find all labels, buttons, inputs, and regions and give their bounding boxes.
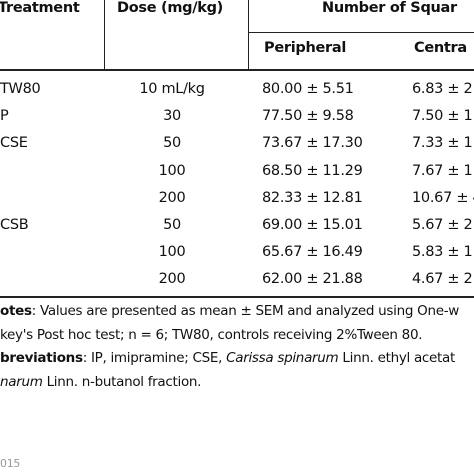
note-text: : Values are presented as mean ± SEM and… <box>31 303 460 319</box>
note-line: narum Linn. n-butanol fraction. <box>0 374 201 390</box>
treatment-cell: CSE <box>0 135 28 152</box>
central-cell: 5.67 ± 2.5 <box>412 217 474 233</box>
dose-cell: 200 <box>158 189 186 206</box>
dose-cell: 100 <box>158 162 186 179</box>
header-cell: Number of Squar <box>322 0 457 16</box>
dose-cell: 30 <box>163 108 181 125</box>
note-line: key's Post hoc test; n = 6; TW80, contro… <box>0 326 423 343</box>
note-text: Linn. ethyl acetat <box>338 350 456 366</box>
peripheral-cell: 62.00 ± 21.88 <box>262 271 363 288</box>
dose-cell: 100 <box>158 244 186 261</box>
dose-cell: 10 mL/kg <box>139 81 205 97</box>
group-rule <box>248 32 474 33</box>
note-text: otes <box>0 303 32 319</box>
peripheral-cell: 68.50 ± 11.29 <box>262 162 363 179</box>
peripheral-cell: 69.00 ± 15.01 <box>262 217 363 233</box>
central-cell: 5.83 ± 1.1 <box>412 244 474 261</box>
central-cell: 6.83 ± 2.1 <box>412 81 474 97</box>
central-cell: 7.50 ± 1.3 <box>412 108 474 125</box>
footer-text: 015 <box>0 457 21 470</box>
note-line: breviations: IP, imipramine; CSE, Cariss… <box>0 350 455 366</box>
treatment-cell: CSB <box>0 217 29 233</box>
column-rule <box>248 0 249 70</box>
peripheral-cell: 80.00 ± 5.51 <box>262 81 354 97</box>
column-rule <box>104 0 105 70</box>
header-cell: Peripheral <box>264 40 347 56</box>
dose-cell: 50 <box>163 135 181 152</box>
treatment-cell: TW80 <box>0 81 41 97</box>
header-rule <box>0 69 474 71</box>
central-cell: 7.67 ± 1.8 <box>412 162 474 179</box>
peripheral-cell: 77.50 ± 9.58 <box>262 108 354 125</box>
note-text: key's Post hoc test; n = 6; TW80, contro… <box>0 326 423 343</box>
header-cell: Treatment <box>0 0 80 16</box>
header-cell: Dose (mg/kg) <box>117 0 223 16</box>
peripheral-cell: 65.67 ± 16.49 <box>262 244 363 261</box>
note-text: narum <box>0 373 43 390</box>
note-text: Linn. n-butanol fraction. <box>42 373 202 390</box>
note-text: breviations <box>0 350 83 366</box>
peripheral-cell: 82.33 ± 12.81 <box>262 189 363 206</box>
note-text: Carissa spinarum <box>226 350 339 366</box>
header-cell: Centra <box>414 40 467 56</box>
peripheral-cell: 73.67 ± 17.30 <box>262 135 363 152</box>
bottom-rule <box>0 296 474 298</box>
note-text: : IP, imipramine; CSE, <box>82 350 227 366</box>
note-line: otes: Values are presented as mean ± SEM… <box>0 303 459 319</box>
treatment-cell: P <box>0 108 9 125</box>
dose-cell: 200 <box>158 271 186 288</box>
dose-cell: 50 <box>163 217 181 233</box>
central-cell: 10.67 ± 4. <box>412 189 474 206</box>
central-cell: 4.67 ± 2.3 <box>412 271 474 288</box>
central-cell: 7.33 ± 1.6 <box>412 135 474 152</box>
